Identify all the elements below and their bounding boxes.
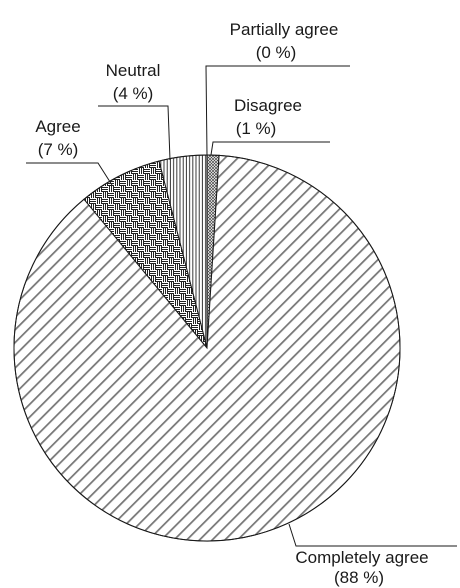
- leader-disagree: [210, 141, 330, 156]
- label-agree-name: Agree: [35, 117, 80, 136]
- pie-slices: [13, 154, 401, 542]
- label-disagree-name: Disagree: [234, 96, 302, 115]
- label-disagree-pct: (1 %): [236, 119, 277, 138]
- leader-agree: [26, 162, 113, 186]
- label-completely-agree-pct: (88 %): [334, 568, 384, 587]
- label-leaders: [26, 65, 457, 547]
- label-partially-agree-name: Partially agree: [230, 20, 339, 39]
- label-completely-agree-name: Completely agree: [295, 548, 428, 567]
- label-neutral-pct: (4 %): [113, 84, 154, 103]
- label-neutral-name: Neutral: [106, 61, 161, 80]
- leader-partially-agree: [205, 65, 350, 156]
- label-partially-agree-pct: (0 %): [256, 43, 297, 62]
- label-agree-pct: (7 %): [38, 140, 79, 159]
- leader-completely-agree: [288, 523, 457, 547]
- leader-neutral: [98, 105, 171, 161]
